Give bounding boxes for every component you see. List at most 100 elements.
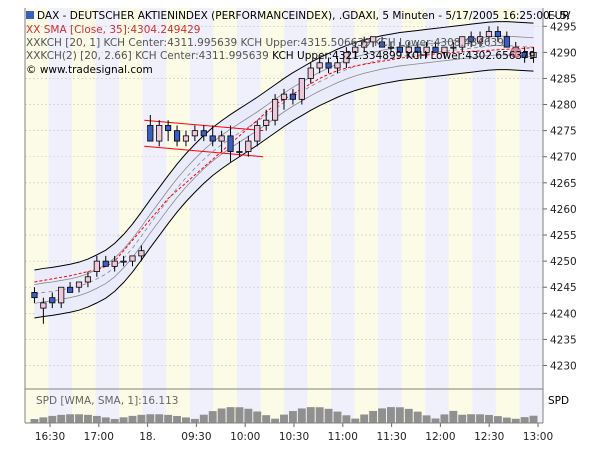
- spd-bar: [476, 414, 485, 423]
- currency-label: EUR: [548, 10, 570, 22]
- session-stripe: [331, 8, 355, 423]
- spd-bar: [386, 407, 395, 423]
- candle-body: [485, 31, 493, 38]
- spd-bar: [529, 415, 538, 423]
- candle-body: [325, 62, 332, 69]
- session-stripe: [425, 8, 449, 423]
- kch2-legend: XXKCH(2) [20, 2.66] KCH Center:4311.9956…: [26, 50, 535, 62]
- session-stripe: [354, 8, 379, 423]
- session-stripe: [189, 8, 214, 423]
- spd-bar: [235, 407, 244, 423]
- spd-bar: [173, 415, 182, 423]
- candle-body: [245, 140, 252, 152]
- candle-body: [156, 125, 163, 142]
- candle-body: [120, 260, 127, 263]
- kch1-marker: XX: [26, 37, 41, 49]
- candle-body: [218, 135, 225, 142]
- session-stripe: [448, 8, 473, 423]
- candle-body: [405, 46, 412, 53]
- title-row: DAX - DEUTSCHER AKTIENINDEX (PERFORMANCE…: [26, 10, 570, 22]
- spd-bar: [244, 408, 253, 423]
- spd-bar: [440, 414, 449, 423]
- x-tick-label: 16:30: [35, 431, 65, 443]
- spd-bar: [57, 414, 66, 423]
- candle-body: [450, 46, 457, 49]
- x-tick-label: 13:00: [523, 431, 553, 443]
- spd-bar: [333, 411, 342, 423]
- candle-body: [84, 276, 92, 283]
- x-tick-label: 10:30: [279, 431, 309, 443]
- candle-body: [423, 46, 430, 53]
- candle-body: [361, 41, 368, 48]
- candle-body: [31, 292, 38, 299]
- candle-body: [173, 130, 181, 142]
- candle-body: [75, 281, 83, 288]
- spd-bar: [315, 407, 324, 423]
- spd-bar: [520, 417, 529, 423]
- candle-body: [40, 302, 47, 309]
- x-tick-label: 18.: [139, 431, 156, 443]
- spd-bar: [75, 414, 83, 423]
- candle-body: [49, 297, 56, 304]
- candle-body: [165, 125, 172, 132]
- kch2-label: KCH(2) [20, 2.66] KCH Center:4311.995639: [40, 50, 273, 62]
- spd-bar: [128, 415, 137, 423]
- candle-body: [289, 93, 296, 100]
- y-tick-label: 4245: [550, 282, 577, 294]
- last-price-marker: [510, 46, 522, 58]
- spd-bar: [431, 418, 440, 423]
- y-tick-label: 4275: [550, 126, 577, 138]
- candle-body: [111, 260, 118, 267]
- candle-body: [209, 135, 216, 142]
- candle-body: [370, 36, 377, 43]
- spd-bar: [306, 407, 315, 423]
- session-stripe: [260, 8, 284, 423]
- candle-body: [182, 135, 190, 142]
- spd-bar: [119, 417, 128, 423]
- candle-body: [307, 67, 314, 79]
- kc1-lower-line: [34, 54, 534, 304]
- candle-body: [200, 130, 207, 137]
- spd-bar: [351, 418, 360, 423]
- session-stripe: [401, 8, 426, 423]
- spd-bar: [502, 417, 511, 423]
- spd-bar: [271, 418, 280, 423]
- candle-body: [432, 46, 439, 53]
- x-tick-label: 09:30: [181, 431, 211, 443]
- session-stripe: [519, 8, 543, 423]
- candle-body: [147, 125, 154, 142]
- y-tick-label: 4290: [550, 47, 577, 59]
- candle-body: [316, 62, 323, 69]
- session-stripe: [119, 8, 143, 423]
- candle-body: [468, 36, 475, 43]
- y-tick-label: 4285: [550, 73, 577, 85]
- candle-body: [378, 41, 386, 48]
- x-tick-label: 12:30: [474, 431, 504, 443]
- candle-body: [93, 260, 100, 272]
- spd-bar: [253, 411, 262, 423]
- y-tick-label: 4250: [550, 256, 577, 268]
- spd-bar: [262, 415, 271, 423]
- spd-bar: [190, 418, 199, 423]
- candle-body: [334, 62, 341, 69]
- kc2-lower-line: [34, 69, 534, 319]
- spd-bar: [378, 408, 386, 423]
- candle-body: [352, 46, 359, 53]
- candle-body: [441, 46, 448, 53]
- x-tick-label: 11:30: [376, 431, 406, 443]
- candle-body: [298, 78, 305, 100]
- session-stripe: [236, 8, 261, 423]
- y-axis: 4230 4235 4240 4245 4250 4255 4260 4265 4270 4275…: [543, 21, 577, 373]
- session-stripe: [307, 8, 332, 423]
- spd-bar: [458, 414, 467, 423]
- candle-body: [129, 255, 136, 262]
- y-tick-label: 4230: [550, 361, 577, 373]
- spd-bar: [493, 416, 502, 423]
- spd-bar: [182, 417, 190, 423]
- session-stripe: [25, 8, 49, 423]
- candle-body: [396, 46, 403, 53]
- candle-body: [263, 119, 270, 126]
- spd-bar: [110, 418, 119, 423]
- x-tick-label: 12:00: [425, 431, 455, 443]
- candle-body: [227, 135, 234, 152]
